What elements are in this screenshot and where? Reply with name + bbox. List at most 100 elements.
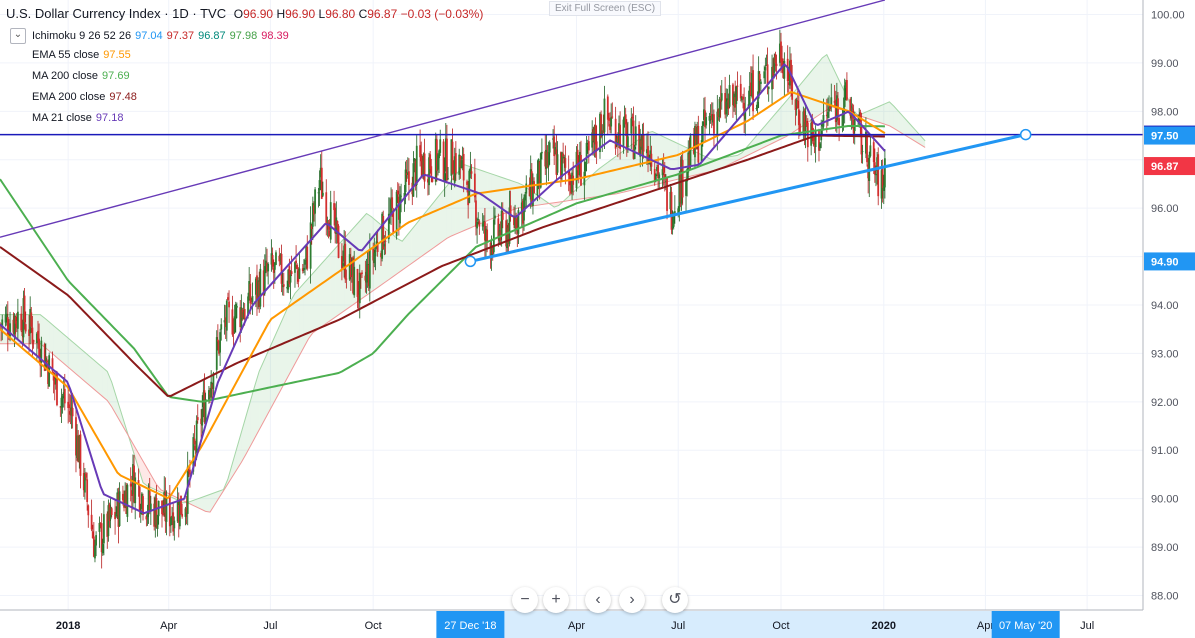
chevron-down-icon[interactable]: ⌄	[10, 28, 26, 44]
candle-body	[256, 275, 258, 300]
candle-body	[309, 222, 312, 269]
candle-body	[172, 512, 175, 532]
candle-body	[322, 192, 324, 196]
cloud-segment	[272, 331, 278, 406]
candle-body	[860, 123, 863, 155]
candle-body	[251, 296, 254, 302]
candle-body	[4, 314, 7, 323]
cloud-segment	[411, 224, 416, 264]
candle-body	[170, 517, 172, 526]
cloud-segment	[724, 156, 729, 167]
candle-body	[482, 221, 485, 227]
candle-body	[554, 147, 557, 155]
candle-body	[600, 114, 603, 138]
cloud-segment	[62, 333, 68, 367]
indicator-legend-row[interactable]: MA 200 close 97.69	[32, 70, 130, 82]
candle-body	[43, 343, 46, 371]
candle-body	[822, 114, 825, 127]
candle-body	[662, 166, 665, 173]
cloud-segment	[250, 385, 255, 447]
candle-body	[192, 437, 195, 472]
candle-body	[538, 161, 541, 187]
cloud-segment	[49, 321, 54, 355]
cloud-segment	[303, 278, 309, 348]
candle-body	[234, 304, 237, 319]
scroll-left-button[interactable]: ‹	[585, 587, 611, 613]
candle-body	[524, 194, 527, 201]
candle-body	[212, 373, 215, 389]
candle-body	[184, 508, 187, 517]
candle-body	[242, 312, 245, 320]
candle-body	[387, 213, 390, 240]
candle-body	[509, 205, 512, 218]
cloud-segment	[44, 318, 50, 351]
candle-body	[202, 392, 205, 408]
cloud-segment	[755, 131, 760, 152]
cloud-segment	[134, 445, 139, 469]
candle-body	[82, 472, 85, 491]
candle-body	[786, 58, 789, 82]
price-label: 90.00	[1151, 494, 1179, 506]
indicator-value: 97.18	[95, 112, 124, 124]
candle-body	[608, 117, 610, 121]
exit-fullscreen-button[interactable]: Exit Full Screen (ESC)	[549, 1, 662, 16]
candle-body	[130, 490, 133, 496]
candle-body	[552, 138, 554, 140]
candle-body	[547, 151, 550, 167]
cloud-segment	[210, 492, 215, 513]
candle-body	[201, 408, 204, 426]
candle-body	[176, 501, 179, 522]
candle-body	[657, 164, 659, 179]
candle-body	[12, 319, 15, 333]
scroll-right-button[interactable]: ›	[619, 587, 645, 613]
candle-body	[622, 119, 625, 146]
zoom-out-button[interactable]: −	[512, 587, 538, 613]
candle-body	[500, 210, 503, 237]
candle-body	[623, 115, 626, 123]
candle-body	[249, 283, 252, 304]
candle-body	[279, 254, 282, 260]
candle-body	[478, 221, 481, 227]
candle-body	[415, 145, 418, 185]
candle-body	[62, 392, 65, 397]
candle-body	[265, 260, 267, 266]
cloud-segment	[496, 175, 501, 217]
reset-chart-button[interactable]: ↺	[662, 587, 688, 613]
candle-body	[470, 171, 473, 174]
candle-body	[513, 216, 515, 226]
candle-body	[414, 160, 417, 186]
indicator-legend-row[interactable]: ⌄ Ichimoku 9 26 52 26 97.04 97.37 96.87 97.98…	[10, 28, 289, 44]
candle-body	[353, 266, 356, 296]
series-line-ema-55-close	[0, 90, 886, 500]
indicator-legend-row[interactable]: MA 21 close 97.18	[32, 112, 123, 124]
candle-body	[376, 243, 379, 252]
candle-body	[846, 80, 848, 100]
candle-body	[390, 199, 392, 216]
time-highlight-bg	[991, 611, 1060, 638]
cloud-segment	[397, 238, 403, 274]
zoom-in-button[interactable]: +	[543, 587, 569, 613]
candle-body	[218, 341, 220, 354]
price-label: 96.87	[1151, 161, 1179, 173]
indicator-legend-row[interactable]: EMA 200 close 97.48	[32, 91, 137, 103]
indicator-legend-row[interactable]: EMA 55 close 97.55	[32, 49, 131, 61]
cloud-segment	[259, 361, 264, 430]
candle-body	[528, 183, 531, 197]
candle-body	[703, 109, 705, 120]
candle-body	[384, 240, 387, 242]
symbol-title: U.S. Dollar Currency Index · 1D · TVC	[6, 6, 227, 21]
candle-body	[122, 493, 124, 501]
candle-body	[688, 154, 691, 168]
candle-body	[29, 308, 32, 334]
time-tick-label: Apr	[977, 620, 994, 632]
candle-body	[295, 260, 297, 263]
candle-body	[344, 243, 347, 280]
time-tick-label: 2020	[872, 620, 896, 632]
indicator-value: 97.98	[229, 29, 258, 42]
candle-body	[796, 100, 799, 109]
candle-body	[710, 114, 713, 120]
cloud-segment	[335, 243, 340, 318]
candle-body	[755, 108, 758, 110]
candle-body	[233, 316, 236, 333]
